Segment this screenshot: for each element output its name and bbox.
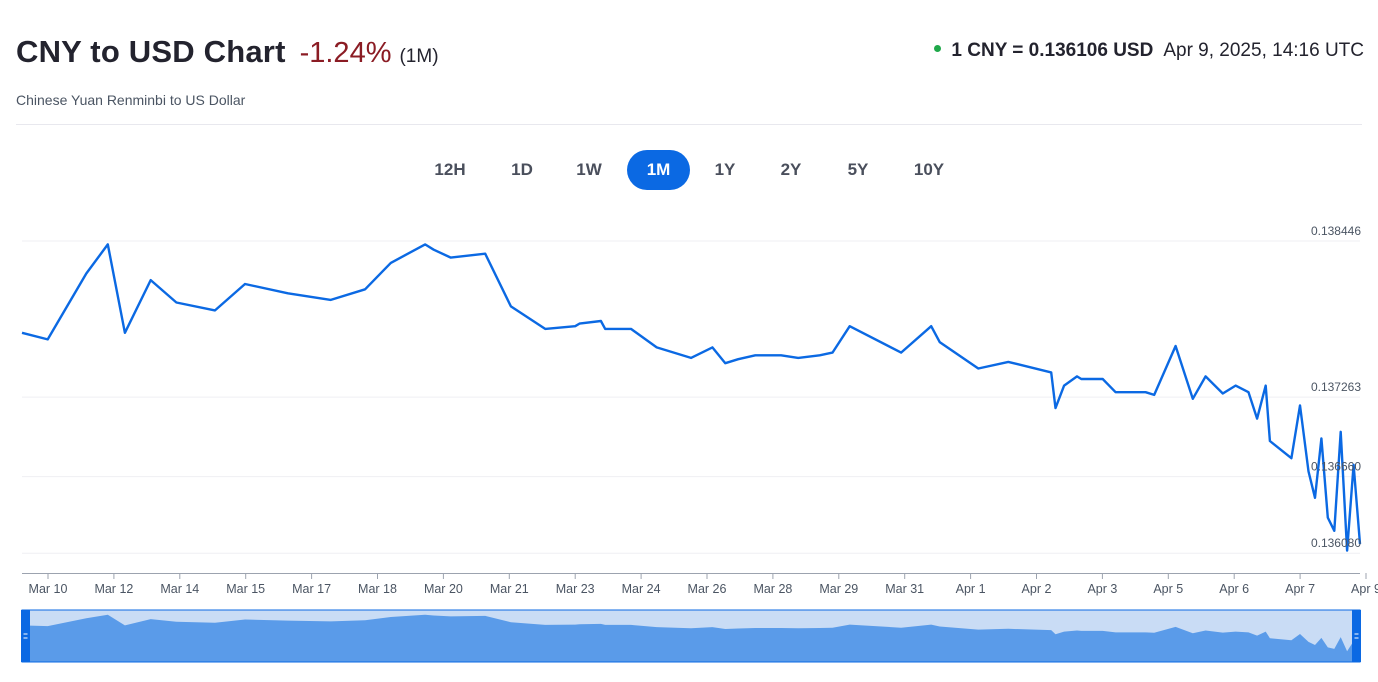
x-tick-label: Mar 18 [358, 582, 397, 596]
x-tick-label: Mar 26 [688, 582, 727, 596]
pair-subtitle: Chinese Yuan Renminbi to US Dollar [16, 92, 246, 108]
x-tick-label: Apr 7 [1285, 582, 1315, 596]
rate-series-line [21, 243, 1362, 552]
navigator-right-handle[interactable] [1352, 610, 1361, 662]
range-tabs: 12H 1D 1W 1M 1Y 2Y 5Y 10Y [0, 150, 1378, 190]
navigator-area [22, 614, 1360, 662]
tab-1y[interactable]: 1Y [714, 160, 736, 179]
x-tick-label: Mar 31 [885, 582, 924, 596]
y-tick-label: 0.138446 [1311, 224, 1361, 238]
page-title: CNY to USD Chart [16, 34, 286, 69]
tab-1d[interactable]: 1D [511, 160, 533, 179]
x-tick-label: Mar 20 [424, 582, 463, 596]
x-tick-label: Apr 5 [1153, 582, 1183, 596]
x-tick-label: Apr 1 [956, 582, 986, 596]
tab-1m[interactable]: 1M [627, 150, 690, 190]
x-tick-label: Mar 28 [753, 582, 792, 596]
tab-1w[interactable]: 1W [576, 160, 602, 179]
tab-12h[interactable]: 12H [434, 160, 466, 179]
header-divider [16, 124, 1362, 125]
y-tick-label: 0.137263 [1311, 380, 1361, 394]
live-status-dot-icon [934, 45, 942, 52]
tab-2y[interactable]: 2Y [780, 160, 802, 179]
x-tick-label: Mar 17 [292, 582, 331, 596]
x-tick-label: Mar 12 [94, 582, 133, 596]
x-tick-label: Mar 15 [226, 582, 265, 596]
navigator-left-handle[interactable] [21, 610, 30, 662]
x-tick-label: Apr 6 [1219, 582, 1249, 596]
tab-5y[interactable]: 5Y [847, 160, 869, 179]
title-row: CNY to USD Chart -1.24% (1M) [16, 34, 439, 70]
x-tick-label: Mar 10 [29, 582, 68, 596]
x-tick-label: Mar 21 [490, 582, 529, 596]
live-rate: 1 CNY = 0.136106 USD Apr 9, 2025, 14:16 … [934, 40, 1364, 62]
x-tick-label: Mar 23 [556, 582, 595, 596]
x-tick-label: Mar 14 [160, 582, 199, 596]
current-rate: 1 CNY = 0.136106 USD [951, 40, 1154, 61]
period-label: (1M) [399, 46, 439, 67]
rate-timestamp: Apr 9, 2025, 14:16 UTC [1163, 40, 1364, 61]
y-tick-label: 0.136080 [1311, 536, 1361, 550]
tab-10y[interactable]: 10Y [913, 160, 945, 179]
percent-change: -1.24% [299, 37, 392, 69]
x-tick-label: Mar 29 [819, 582, 858, 596]
x-tick-label: Apr 3 [1087, 582, 1117, 596]
x-tick-label: Apr 9 [1351, 582, 1378, 596]
x-tick-label: Apr 2 [1022, 582, 1052, 596]
y-tick-label: 0.136660 [1311, 460, 1361, 474]
x-tick-label: Mar 24 [622, 582, 661, 596]
